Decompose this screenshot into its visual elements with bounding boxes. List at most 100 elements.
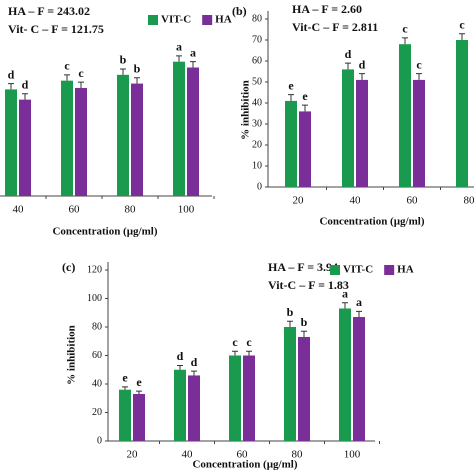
y-tick-label: 50 (252, 76, 262, 87)
significance-letter: a (190, 45, 196, 59)
y-tick-label: 20 (92, 407, 102, 418)
significance-letter: a (342, 287, 348, 301)
bar (117, 74, 129, 196)
legend-label: VIT-C (161, 14, 191, 26)
significance-letter: d (345, 47, 352, 61)
error-bar (177, 364, 183, 370)
bar (173, 61, 185, 197)
bar (342, 69, 354, 187)
x-tick-label: 60 (237, 449, 249, 461)
error-bar (356, 310, 362, 318)
significance-letter: d (359, 57, 366, 71)
error-bar (232, 350, 238, 356)
significance-letter: b (134, 61, 141, 75)
legend-label: HA (215, 14, 232, 26)
significance-letter: e (136, 375, 142, 389)
bar (356, 79, 368, 187)
significance-letter: c (64, 59, 70, 73)
bar (133, 393, 145, 441)
bar (174, 369, 186, 441)
legend-label: VIT-C (343, 264, 373, 276)
y-tick-label: 80 (92, 321, 102, 332)
bar (19, 99, 31, 196)
bar (188, 375, 200, 441)
error-bar (120, 68, 126, 75)
error-bar (342, 302, 348, 309)
bar (229, 355, 241, 441)
f-statistic: HA – F = 243.02 (8, 4, 90, 18)
bar (353, 317, 365, 441)
significance-letter: b (287, 305, 294, 319)
bar (339, 308, 351, 441)
y-tick-label: 80 (252, 13, 262, 24)
f-statistic: Vit- C – F = 121.75 (8, 22, 104, 36)
legend-swatch (148, 15, 158, 25)
significance-letter: e (122, 371, 128, 385)
bar (119, 389, 131, 441)
error-bar (402, 37, 408, 45)
legend-swatch (202, 15, 213, 25)
bar (61, 80, 73, 196)
error-bar (359, 73, 365, 80)
bar (5, 89, 17, 196)
significance-letter: d (177, 349, 184, 363)
x-axis-label: Concentration (µg/ml) (52, 226, 157, 238)
significance-letter: b (120, 53, 127, 67)
x-tick-label: 80 (292, 449, 304, 461)
y-tick-label: 70 (252, 34, 262, 45)
x-tick-label: 80 (125, 204, 137, 216)
error-bar (191, 370, 197, 376)
f-statistic: Vit-C – F = 2.811 (292, 20, 378, 34)
x-tick-label: 80 (464, 195, 474, 207)
bar (187, 67, 199, 197)
y-tick-label: 40 (252, 97, 262, 108)
error-bar (302, 104, 308, 112)
error-bar (287, 320, 293, 327)
significance-letter: a (356, 295, 362, 309)
significance-letter: d (191, 355, 198, 369)
x-axis-label: Concentration (µg/ml) (192, 459, 297, 471)
bar (298, 336, 310, 441)
legend-swatch (384, 265, 395, 275)
f-statistic: HA – F = 2.60 (292, 2, 362, 16)
x-tick-label: 100 (178, 204, 195, 216)
significance-letter: c (459, 17, 465, 31)
significance-letter: b (301, 315, 308, 329)
bar (399, 44, 411, 188)
x-tick-label: 60 (69, 204, 81, 216)
y-tick-label: 60 (252, 55, 262, 66)
significance-letter: c (402, 22, 408, 36)
bar (243, 355, 255, 441)
y-tick-label: 120 (87, 264, 102, 275)
error-bar (134, 77, 140, 84)
panel-label: (b) (232, 4, 247, 18)
y-tick-label: 30 (252, 118, 262, 129)
error-bar (8, 83, 14, 90)
significance-letter: d (8, 67, 15, 81)
bar (413, 79, 425, 187)
legend-swatch (330, 265, 340, 275)
y-tick-label: 0 (97, 435, 102, 446)
y-axis-label: % inhibition (66, 325, 78, 385)
x-tick-label: 20 (127, 449, 139, 461)
significance-letter: e (302, 89, 308, 103)
error-bar (416, 73, 422, 80)
error-bar (122, 386, 128, 390)
x-tick-label: 40 (182, 449, 194, 461)
x-tick-label: 40 (13, 204, 25, 216)
y-tick-label: 20 (252, 139, 262, 150)
significance-letter: c (416, 57, 422, 71)
error-bar (136, 390, 142, 394)
bar (456, 40, 468, 187)
error-bar (345, 62, 351, 70)
error-bar (246, 350, 252, 356)
y-tick-label: 40 (92, 378, 102, 389)
y-tick-label: 60 (92, 350, 102, 361)
significance-letter: e (288, 78, 294, 92)
y-axis-label: % inhibition (240, 80, 252, 140)
bar (285, 100, 297, 187)
error-bar (64, 74, 70, 81)
x-tick-label: 100 (344, 449, 361, 461)
significance-letter: a (176, 40, 182, 54)
